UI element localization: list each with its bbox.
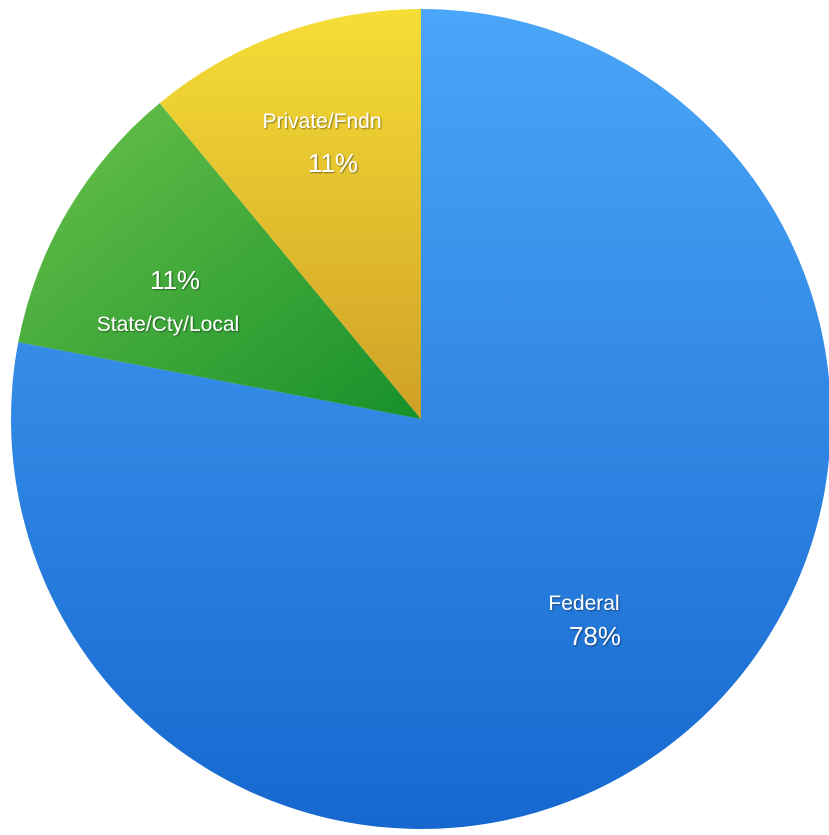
federal-label: Federal <box>548 592 619 615</box>
state-percent-label: 11% <box>150 265 200 295</box>
pie-slices <box>11 9 829 829</box>
federal-slice <box>11 9 829 829</box>
private-label: Private/Fndn <box>262 110 381 133</box>
private-percent-label: 11% <box>308 148 358 178</box>
federal-percent-label: 78% <box>569 621 621 651</box>
pie-labels: Federal 78% 11% State/Cty/Local Private/… <box>97 110 621 651</box>
private-fndn-slice <box>159 9 421 419</box>
state-cty-local-slice <box>18 103 421 419</box>
state-label: State/Cty/Local <box>97 313 239 336</box>
